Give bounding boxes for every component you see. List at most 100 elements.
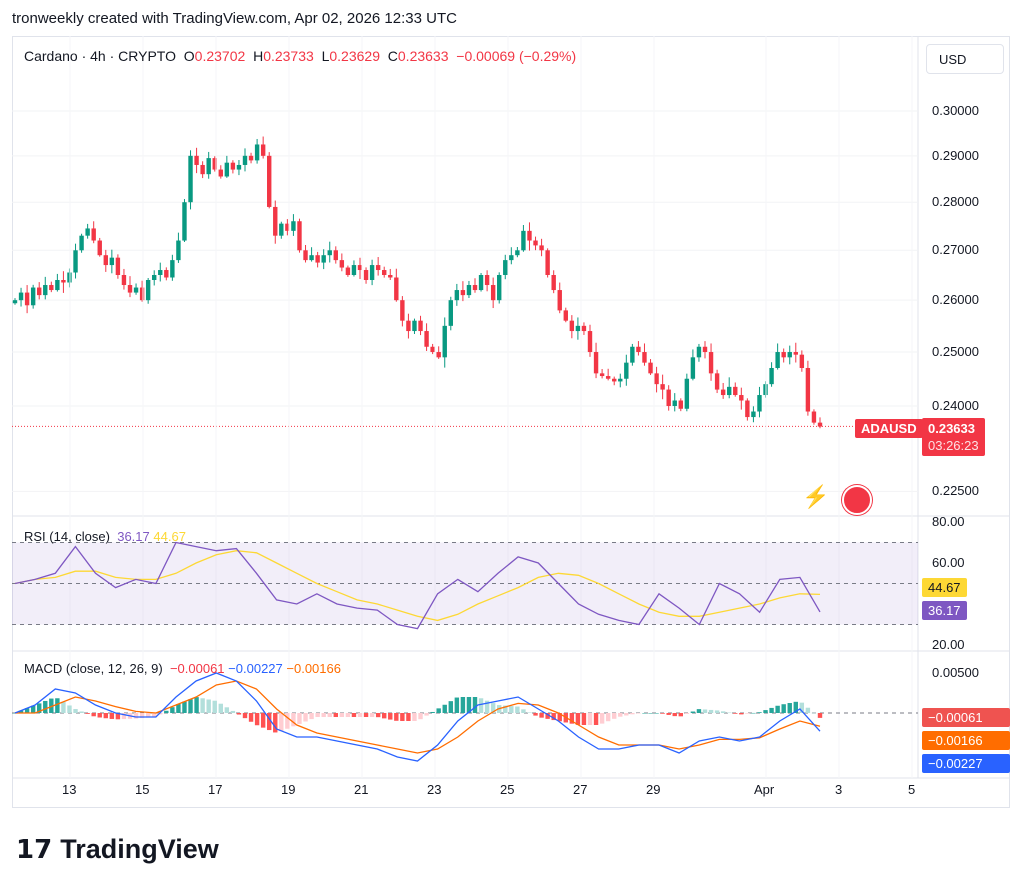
candle-body (194, 155, 199, 165)
candle-body (648, 362, 653, 374)
macd-histogram-bar (248, 713, 254, 722)
rsi-ma-value: 44.67 (153, 529, 186, 544)
us-flag-icon[interactable] (842, 485, 872, 515)
macd-histogram-bar (702, 709, 708, 713)
macd-title[interactable]: MACD (close, 12, 26, 9) (24, 661, 163, 676)
high-value: 0.23733 (263, 48, 314, 64)
macd-histogram-bar (799, 702, 805, 713)
rsi-title[interactable]: RSI (14, close) (24, 529, 110, 544)
symbol-title[interactable]: Cardano · 4h · CRYPTO (24, 48, 176, 64)
candle-body (745, 400, 750, 418)
macd-histogram-bar (182, 701, 187, 713)
candle-body (279, 223, 284, 236)
candle-body (224, 162, 230, 177)
macd-histogram-bar (103, 713, 108, 719)
candle-body (618, 378, 623, 382)
candle-body (182, 202, 187, 241)
macd-histogram-bar (55, 698, 60, 713)
candle-body (811, 411, 817, 423)
low-value: 0.23629 (329, 48, 380, 64)
macd-histogram-bar (339, 713, 345, 717)
macd-histogram-bar (369, 713, 375, 717)
candle-body (448, 300, 453, 326)
macd-histogram-bar (115, 713, 121, 720)
macd-histogram-bar (720, 711, 726, 713)
candle-body (363, 270, 369, 280)
macd-histogram-bar (121, 713, 127, 720)
macd-histogram-bar (430, 711, 435, 713)
last-price-tag: 0.23633 03:26:23 (922, 418, 985, 456)
macd-histogram-bar (793, 701, 798, 713)
macd-histogram-bar (327, 713, 332, 717)
macd-signal-tag: −0.00166 (922, 731, 1010, 750)
price-tick: 0.22500 (932, 483, 979, 499)
macd-histogram-bar (424, 713, 429, 716)
symbol-tag: ADAUSD (855, 419, 923, 438)
macd-histogram-bar (418, 713, 423, 720)
macd-histogram-bar (109, 713, 115, 719)
macd-tag: −0.00227 (922, 754, 1010, 773)
macd-histogram-bar (509, 706, 514, 713)
symbol-legend: Cardano · 4h · CRYPTO O0.23702 H0.23733 … (24, 48, 576, 64)
macd-histogram-bar (515, 706, 520, 713)
macd-histogram-bar (73, 709, 78, 713)
time-tick: 17 (208, 782, 223, 797)
candle-body (188, 155, 193, 203)
candle-body (678, 400, 683, 409)
candle-body (733, 386, 738, 396)
macd-histogram-bar (781, 704, 786, 713)
candle-body (497, 275, 502, 301)
macd-histogram-bar (490, 703, 496, 713)
macd-histogram-bar (24, 708, 30, 713)
macd-histogram-bar (85, 713, 90, 714)
macd-histogram-bar (733, 713, 738, 714)
candle-body (533, 240, 538, 246)
macd-histogram-bar (763, 710, 768, 713)
candle-body (654, 373, 659, 385)
macd-histogram-bar (460, 697, 466, 713)
macd-histogram-bar (254, 713, 260, 726)
time-tick: 5 (908, 782, 916, 797)
candle-body (612, 378, 617, 382)
time-tick: 25 (500, 782, 515, 797)
candle-body (714, 373, 720, 390)
currency-button[interactable]: USD (926, 44, 1004, 74)
candle-body (273, 206, 278, 236)
macd-signal-line (15, 680, 821, 754)
macd-histogram-bar (708, 709, 714, 713)
candle-body (127, 285, 133, 293)
macd-histogram-bar (545, 713, 550, 719)
candle-body (394, 277, 399, 301)
candle-body (515, 250, 520, 256)
macd-histogram-bar (61, 701, 66, 713)
macd-histogram-bar (714, 710, 720, 713)
candle-body (454, 290, 460, 301)
candle-body (672, 400, 677, 406)
macd-histogram-bar (43, 700, 48, 713)
macd-tick: 0.00500 (932, 665, 979, 680)
macd-histogram-bar (745, 713, 750, 714)
candle-body (12, 300, 18, 304)
macd-histogram-bar (599, 713, 605, 724)
candle-body (30, 287, 36, 306)
candle-body (521, 230, 526, 251)
lightning-icon[interactable]: ⚡ (802, 484, 830, 509)
tradingview-logo[interactable]: 𝟭𝟳 TradingView (16, 834, 219, 865)
macd-histogram-bar (49, 698, 54, 713)
macd-histogram-bar (170, 707, 175, 713)
candle-body (97, 240, 102, 256)
macd-histogram-bar (484, 700, 490, 713)
macd-histogram-bar (382, 713, 387, 719)
candle-body (430, 346, 435, 353)
candle-body (593, 352, 599, 374)
macd-histogram-bar (218, 703, 223, 713)
candle-body (24, 292, 30, 306)
macd-histogram-bar (660, 713, 665, 714)
macd-histogram-bar (678, 713, 683, 717)
candle-body (43, 285, 48, 296)
chart-frame (12, 36, 1010, 808)
macd-histogram-bar (315, 713, 320, 717)
macd-histogram-bar (503, 705, 508, 713)
macd-histogram-bar (593, 713, 599, 725)
